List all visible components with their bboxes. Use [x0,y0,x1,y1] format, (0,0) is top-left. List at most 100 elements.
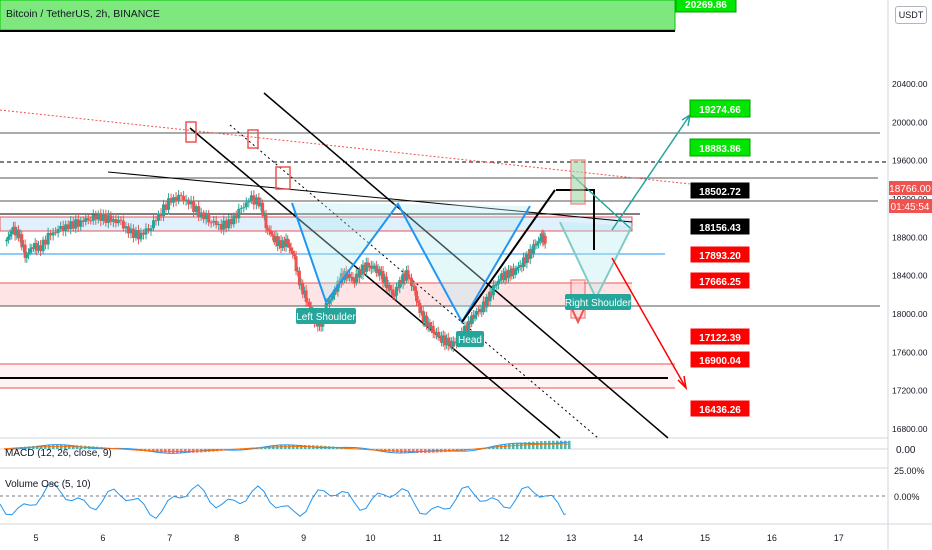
candle-body [71,221,75,229]
candle-body [21,244,25,248]
candle-body [490,291,494,296]
candle-body [408,277,412,279]
time-tick-label: 8 [234,533,239,543]
candle-body [11,226,15,231]
candle-body [493,285,497,287]
candle-body [28,248,32,253]
candle-body [334,289,338,292]
blue-zone-border [0,216,633,232]
candle-body [480,309,484,313]
candle-body [378,268,382,276]
highlight-box-4 [570,159,586,205]
macd-pane [0,440,888,454]
candle-body [284,238,288,247]
candle-body [353,280,357,283]
candle-body [227,219,231,229]
candle-body [431,325,435,333]
candle-body [366,262,370,268]
candle-body [517,266,521,269]
candle-body [438,335,442,338]
macd-signal-line [3,443,569,452]
candle-body [406,270,410,278]
candle-body [508,270,512,277]
candle-body [202,212,206,220]
candle-body [136,230,140,240]
candle-body [488,291,492,302]
candle-body [363,264,367,273]
candle-body [279,240,283,249]
candle-body [247,201,251,203]
candle-body [35,243,39,251]
candle-body [428,322,432,329]
candle-body [217,224,221,226]
highlight-box-2 [247,129,259,149]
candle-body [421,310,425,322]
candle-body [86,218,90,221]
candle-body [530,249,534,255]
candle-body [261,202,265,216]
time-tick-label: 7 [167,533,172,543]
head-breakout-line [461,189,556,323]
candle-body [59,225,63,230]
candle-body [306,301,310,303]
candle-body [356,273,360,278]
candle-body [518,265,522,267]
candle-body [169,198,173,203]
pattern-line [291,202,531,325]
red-trendline [0,109,701,186]
candle-body [54,232,58,234]
candle-body [194,206,198,213]
macd-label: MACD (12, 26, close, 9) [5,448,112,459]
currency-button[interactable]: USDT [895,6,927,24]
level-label: 18883.86 [689,138,751,157]
candle-body [358,269,362,278]
price-tick-label: 17600.00 [892,347,928,357]
candle-body [20,234,24,248]
highlight-box-1 [185,121,197,143]
candle-body [333,289,337,296]
price-tick-label: 18000.00 [892,309,928,319]
candle-body [197,206,201,218]
candle-body [167,198,171,210]
candle-body [30,247,34,249]
candle-body [515,268,519,271]
candle-body [56,229,60,233]
candle-body [212,220,216,223]
red-zone-lower [0,364,675,388]
candle-body [543,235,547,244]
candles [5,190,547,353]
candle-body [341,273,345,281]
red-zone [0,283,632,306]
candle-body [219,224,223,230]
candle-body [354,273,358,283]
macd-bar [504,444,507,449]
down-projection [611,257,687,389]
candle-body [423,315,427,322]
candle-body [389,289,393,291]
level-label: 16900.04 [689,350,751,369]
candle-body [106,215,110,223]
candle-body [299,283,303,286]
candle-body [414,290,418,302]
macd-bar [520,442,523,449]
candle-body [500,273,504,280]
candle-body [174,197,178,202]
candle-body [483,301,487,308]
candle-body [192,200,196,213]
candle-body [470,315,474,325]
candle-body [274,236,278,243]
candle-body [64,224,68,232]
candle-body [96,213,100,220]
candle-body [94,214,98,220]
time-tick-label: 16 [767,533,777,543]
macd-bar [564,440,567,449]
candle-body [199,212,203,218]
candle-body [495,284,499,286]
candle-body [533,244,537,246]
candle-body [224,220,228,229]
price-tick-label: 18800.00 [892,232,928,242]
candle-body [184,199,188,202]
chart-title: Bitcoin / TetherUS, 2h, BINANCE [6,8,160,20]
candle-body [448,340,452,346]
